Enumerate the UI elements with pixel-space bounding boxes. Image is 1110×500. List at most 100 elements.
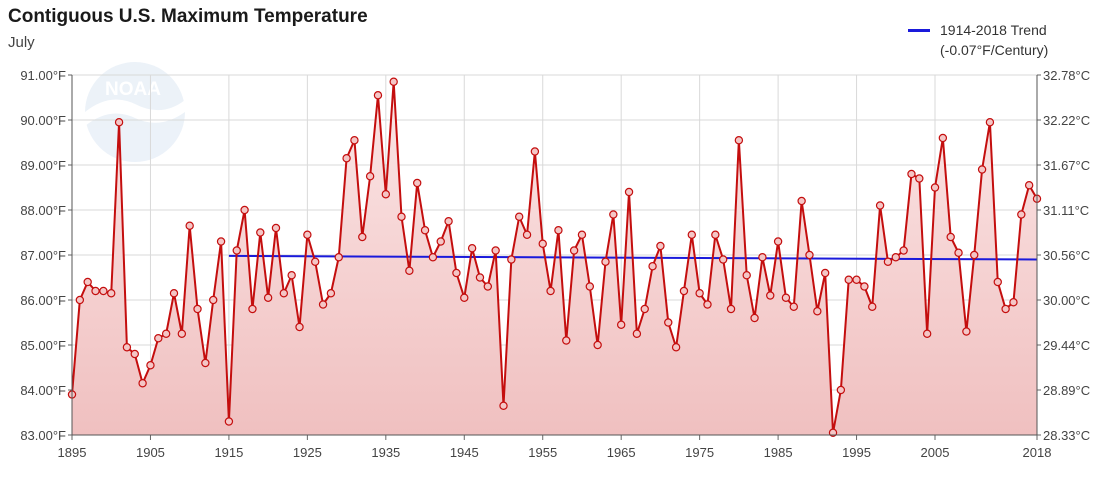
data-point xyxy=(177,329,187,338)
data-point xyxy=(1009,298,1018,307)
axes xyxy=(68,74,1041,440)
data-point xyxy=(891,253,900,262)
y-tick-label-right: 29.44°C xyxy=(1043,338,1090,353)
data-point xyxy=(883,257,893,266)
data-point xyxy=(946,232,955,242)
data-point xyxy=(499,401,508,410)
data-point xyxy=(624,187,634,197)
data-point xyxy=(467,244,477,253)
data-point xyxy=(224,417,234,426)
data-point xyxy=(75,295,85,305)
data-point xyxy=(648,262,657,271)
data-point xyxy=(671,343,681,352)
y-tick-label-right: 28.89°C xyxy=(1043,383,1090,398)
data-point xyxy=(248,304,257,314)
y-tick-label-left: 87.00°F xyxy=(20,248,66,263)
series-line[interactable] xyxy=(71,80,1038,434)
data-point xyxy=(569,246,579,255)
data-point xyxy=(546,286,555,296)
data-point xyxy=(922,329,932,338)
data-point xyxy=(844,275,853,284)
y-tick-label-right: 31.11°C xyxy=(1043,203,1089,218)
y-tick-label-left: 88.00°F xyxy=(20,203,66,218)
data-point xyxy=(632,329,642,338)
data-point xyxy=(138,379,147,388)
data-point xyxy=(734,136,744,145)
data-point xyxy=(726,304,736,314)
y-tick-label-left: 83.00°F xyxy=(20,428,66,443)
x-tick-label: 1975 xyxy=(685,445,714,460)
data-point xyxy=(766,291,775,300)
data-point xyxy=(962,327,971,336)
data-point xyxy=(483,282,493,291)
y-tick-label-left: 89.00°F xyxy=(20,158,66,173)
data-point xyxy=(279,289,289,298)
y-tick-label-right: 28.33°C xyxy=(1043,428,1090,443)
data-point xyxy=(915,174,924,183)
data-points[interactable] xyxy=(67,77,1042,437)
data-point xyxy=(758,253,767,262)
data-point xyxy=(789,302,798,311)
data-point xyxy=(169,289,179,298)
data-point xyxy=(593,340,602,350)
data-point xyxy=(522,230,532,239)
y-tick-label-left: 85.00°F xyxy=(20,338,66,353)
y-tick-label-right: 32.78°C xyxy=(1043,68,1090,83)
area-fill xyxy=(72,81,1037,435)
y-tick-label-right: 30.56°C xyxy=(1043,248,1090,263)
data-point xyxy=(679,286,689,296)
data-point xyxy=(154,334,163,343)
data-point xyxy=(318,300,328,309)
chart-subtitle: July xyxy=(8,34,35,51)
data-point xyxy=(836,385,846,395)
data-point xyxy=(907,169,916,179)
data-point xyxy=(938,133,948,143)
data-point xyxy=(216,237,226,246)
x-tick-label: 1915 xyxy=(214,445,243,460)
data-point xyxy=(436,237,445,246)
data-point xyxy=(954,248,963,257)
data-point xyxy=(805,250,814,260)
data-point xyxy=(130,349,139,359)
data-point xyxy=(985,118,995,127)
data-point xyxy=(813,307,822,316)
data-point xyxy=(420,226,430,235)
data-point xyxy=(1024,181,1034,190)
data-point xyxy=(107,289,116,298)
x-tick-label: 1995 xyxy=(842,445,871,460)
y-tick-label-left: 91.00°F xyxy=(20,68,66,83)
data-point xyxy=(1001,304,1010,314)
area-under-series xyxy=(72,81,1037,435)
legend-swatch xyxy=(908,29,930,32)
chart-title: Contiguous U.S. Maximum Temperature xyxy=(8,6,368,27)
data-point xyxy=(875,201,885,210)
data-point xyxy=(577,230,587,239)
data-point xyxy=(993,277,1002,287)
y-tick-label-left: 86.00°F xyxy=(20,293,66,308)
legend[interactable]: 1914-2018 Trend (-0.07°F/Century) xyxy=(908,20,1090,60)
data-point xyxy=(373,91,383,100)
data-point xyxy=(114,118,124,127)
x-tick-label: 1945 xyxy=(450,445,479,460)
data-point xyxy=(452,268,461,278)
data-point xyxy=(413,178,422,188)
data-point xyxy=(389,77,398,86)
data-point xyxy=(193,304,202,314)
data-point xyxy=(271,223,281,233)
data-point xyxy=(514,212,524,221)
data-point xyxy=(970,250,979,260)
y-tick-label-left: 90.00°F xyxy=(20,113,66,128)
data-point xyxy=(209,295,218,305)
data-point xyxy=(256,228,265,237)
data-point xyxy=(358,232,367,242)
data-point xyxy=(365,172,375,181)
data-point xyxy=(91,286,100,296)
data-point xyxy=(444,217,453,226)
data-point xyxy=(656,241,665,251)
data-point xyxy=(295,322,304,332)
data-point xyxy=(820,268,830,278)
data-point xyxy=(601,257,610,266)
data-point xyxy=(860,282,869,291)
data-point xyxy=(530,147,540,156)
